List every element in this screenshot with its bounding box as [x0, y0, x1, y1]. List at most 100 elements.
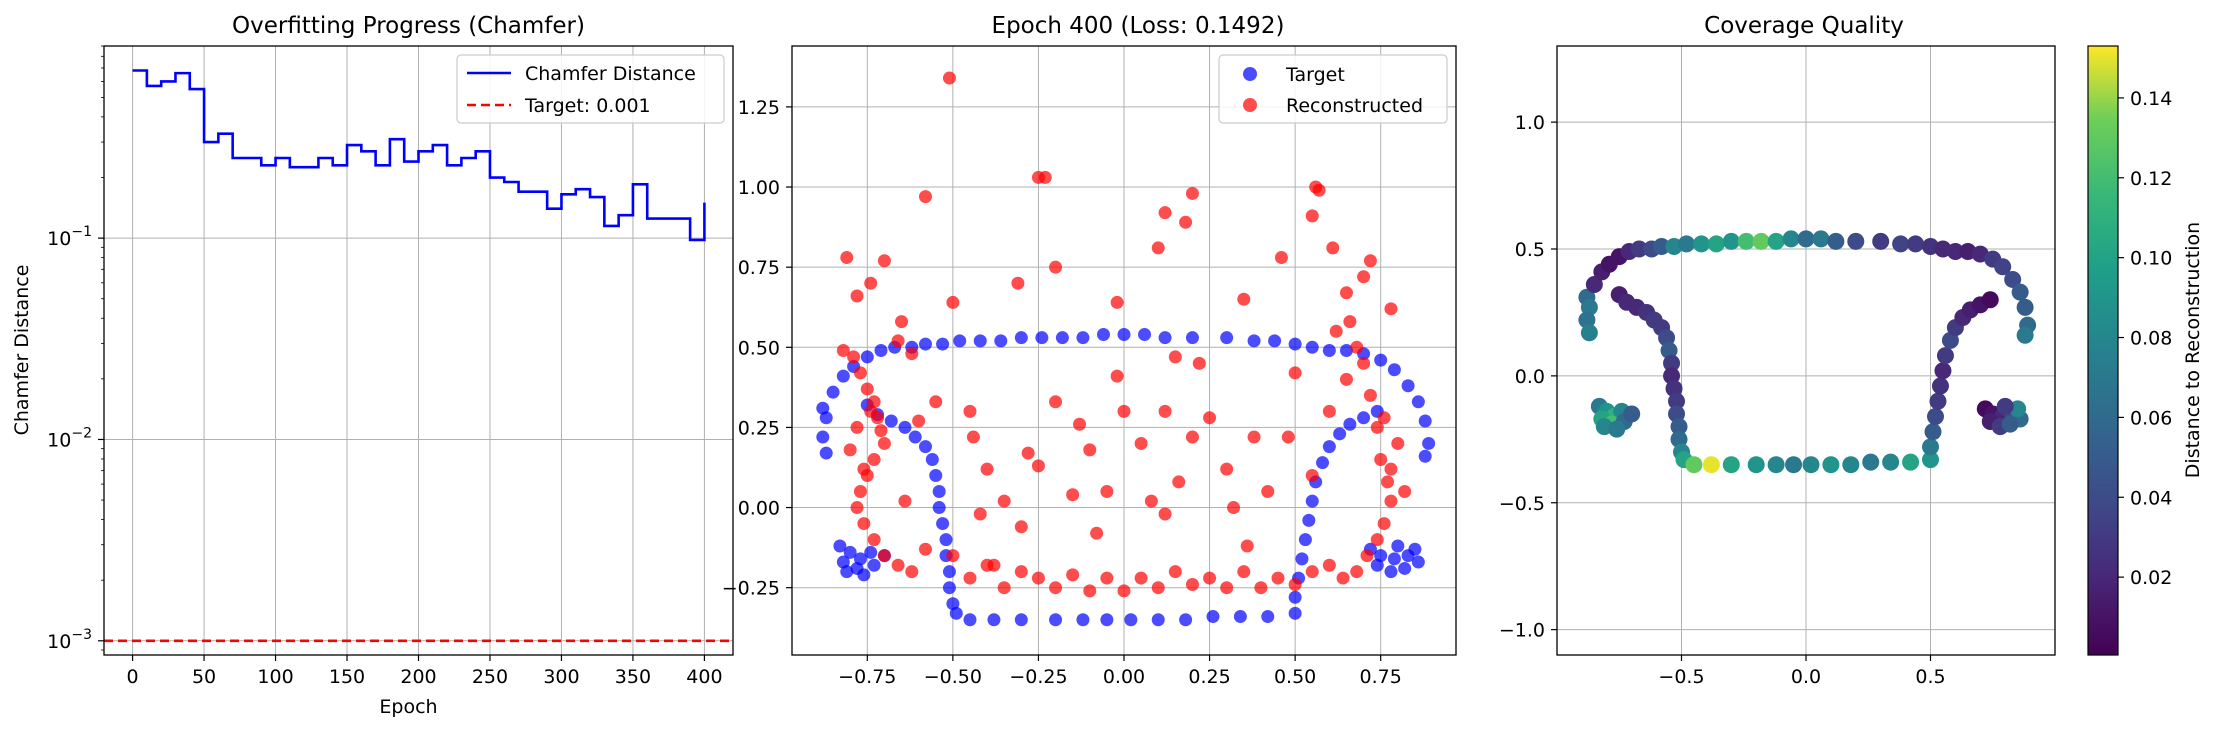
- y-tick-label: −1.0: [1499, 620, 1545, 642]
- target-point: [1411, 555, 1425, 569]
- target-point: [1288, 337, 1302, 351]
- coverage-point: [1702, 456, 1720, 474]
- coverage-point: [2016, 326, 2034, 344]
- target-point: [1387, 552, 1401, 566]
- reconstructed-point: [905, 347, 919, 361]
- target-point: [1268, 334, 1282, 348]
- reconstructed-point: [963, 571, 977, 585]
- y-tick-label: 0.25: [738, 417, 780, 439]
- axes-frame: [791, 45, 1457, 656]
- target-point: [1418, 449, 1432, 463]
- reconstructed-point: [1357, 270, 1371, 284]
- y-tick-label: 0.00: [738, 498, 780, 520]
- target-point: [1220, 331, 1234, 345]
- legend-marker-reconstructed: [1243, 98, 1257, 112]
- y-tick-label: 0.5: [1515, 239, 1545, 261]
- reconstructed-point: [1254, 581, 1268, 595]
- target-point: [1322, 344, 1336, 357]
- target-point: [1124, 613, 1138, 627]
- target-point: [1357, 411, 1371, 425]
- reconstructed-point: [1305, 565, 1319, 579]
- colorbar-tick-label: 0.12: [2130, 168, 2172, 190]
- reconstructed-point: [860, 382, 874, 396]
- reconstructed-point: [1179, 215, 1193, 229]
- coverage-point: [1892, 235, 1910, 253]
- colorbar-tick-label: 0.04: [2130, 487, 2172, 509]
- reconstructed-point: [864, 276, 878, 290]
- coverage-point: [2016, 298, 2034, 316]
- reconstructed-point: [1021, 446, 1035, 460]
- coverage-point: [2011, 283, 2029, 301]
- target-point: [843, 545, 857, 559]
- coverage-point: [1692, 235, 1710, 253]
- reconstructed-point: [1049, 260, 1063, 274]
- reconstructed-point: [847, 350, 861, 364]
- x-tick-label: −0.50: [924, 666, 982, 688]
- coverage-point: [1782, 230, 1800, 248]
- x-tick-label: 250: [472, 666, 508, 688]
- reconstructed-point: [877, 254, 891, 268]
- target-point: [936, 517, 950, 531]
- reconstructed-point: [1391, 436, 1405, 450]
- target-point: [864, 545, 878, 559]
- coverage-point: [1580, 324, 1598, 342]
- reconstructed-point: [1192, 356, 1206, 370]
- reconstructed-point: [1134, 436, 1148, 450]
- coverage-point: [1670, 430, 1688, 448]
- reconstructed-point: [1227, 501, 1241, 515]
- target-point: [819, 411, 833, 425]
- x-tick-label: 0.00: [1103, 666, 1145, 688]
- target-point: [1384, 565, 1398, 579]
- coverage-point: [1926, 407, 1944, 425]
- y-tick-label: −0.5: [1499, 493, 1545, 515]
- target-point: [925, 452, 939, 466]
- target-point: [1049, 613, 1063, 627]
- coverage-point: [1663, 354, 1681, 372]
- x-tick-label: 0.50: [1274, 666, 1316, 688]
- x-tick-label: 0.75: [1360, 666, 1402, 688]
- target-point: [936, 337, 950, 351]
- y-tick-label: 0.50: [738, 337, 780, 359]
- reconstructed-point: [840, 251, 854, 265]
- target-point: [1076, 331, 1090, 345]
- target-point: [1288, 590, 1302, 604]
- reconstructed-point: [1066, 568, 1080, 582]
- coverage-point: [1981, 291, 1999, 309]
- reconstructed-point: [864, 404, 878, 418]
- colorbar-tick-label: 0.10: [2130, 248, 2172, 270]
- reconstructed-point: [1168, 350, 1182, 364]
- target-point: [826, 385, 840, 399]
- reconstructed-point: [1261, 485, 1275, 499]
- coverage-point: [1663, 367, 1681, 385]
- coverage-point: [1802, 456, 1820, 474]
- reconstructed-point: [1322, 404, 1336, 418]
- coverage-point: [1847, 232, 1865, 250]
- target-point: [1305, 494, 1319, 508]
- y-tick-exponent: −1: [71, 224, 92, 240]
- reconstructed-point: [1336, 571, 1350, 585]
- reconstructed-point: [929, 395, 943, 409]
- target-point: [1322, 440, 1336, 454]
- target-point: [860, 350, 874, 364]
- reconstructed-point: [1374, 452, 1388, 466]
- target-point: [1398, 561, 1412, 575]
- target-point: [833, 539, 847, 553]
- target-point: [1343, 417, 1357, 431]
- reconstructed-point: [877, 549, 891, 563]
- legend-label-reconstructed: Reconstructed: [1286, 95, 1423, 117]
- reconstructed-point: [942, 71, 956, 85]
- target-point: [939, 533, 953, 547]
- coverage-point: [1922, 438, 1939, 456]
- reconstructed-point: [1185, 186, 1199, 200]
- x-tick-label: −0.75: [838, 666, 896, 688]
- reconstructed-point: [946, 549, 960, 563]
- reconstructed-point: [1363, 254, 1377, 268]
- target-point: [874, 344, 888, 357]
- target-point: [1387, 363, 1401, 377]
- axes-frame: [1556, 45, 2056, 656]
- reconstructed-point: [1339, 286, 1353, 300]
- coverage-point: [1827, 232, 1845, 250]
- target-point: [1305, 340, 1319, 354]
- colorbar-tick-label: 0.02: [2130, 567, 2172, 589]
